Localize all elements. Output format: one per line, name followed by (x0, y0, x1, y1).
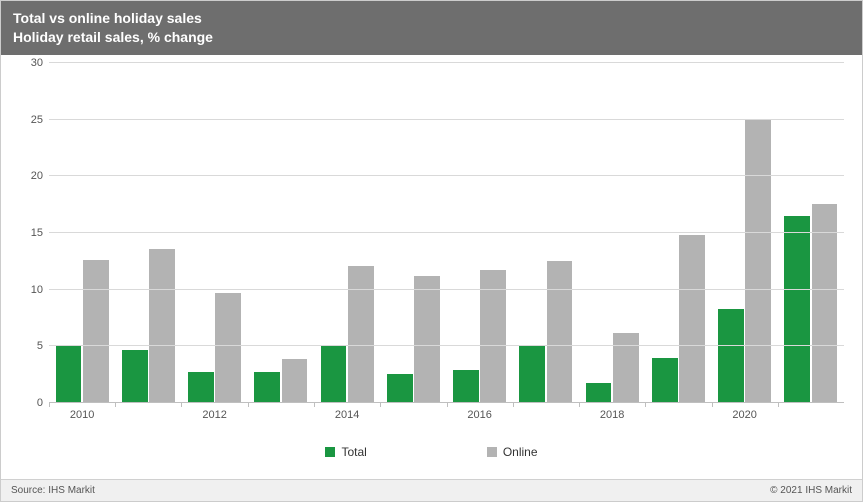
footer: Source: IHS Markit © 2021 IHS Markit (1, 479, 862, 501)
x-tick-label: 2016 (467, 409, 491, 421)
bar-online-2011 (149, 249, 175, 403)
legend-label: Online (503, 445, 538, 459)
x-tick-label: 2012 (202, 409, 226, 421)
bar-online-2018 (613, 333, 639, 403)
copyright-text: © 2021 IHS Markit (770, 485, 852, 496)
bar-total-2018 (586, 383, 612, 403)
legend-item-total: Total (325, 444, 366, 459)
x-tick-mark (579, 403, 580, 407)
bar-online-2012 (215, 293, 241, 403)
legend-swatch (487, 447, 497, 457)
bar-total-2019 (652, 358, 678, 403)
y-tick-label: 20 (31, 170, 43, 182)
gridline (49, 232, 844, 233)
source-text: Source: IHS Markit (11, 485, 95, 496)
x-tick-mark (645, 403, 646, 407)
x-tick-mark (115, 403, 116, 407)
legend-swatch (325, 447, 335, 457)
bar-online-2014 (348, 266, 374, 403)
bar-total-2017 (519, 345, 545, 403)
bar-total-2020 (718, 309, 744, 403)
chart-header: Total vs online holiday sales Holiday re… (1, 1, 862, 55)
bar-online-2016 (480, 270, 506, 403)
x-tick-label: 2010 (70, 409, 94, 421)
title-line-2: Holiday retail sales, % change (13, 28, 850, 47)
bar-total-2021 (784, 216, 810, 403)
y-tick-label: 5 (37, 340, 43, 352)
bar-total-2011 (122, 350, 148, 403)
y-tick-label: 0 (37, 397, 43, 409)
bar-online-2017 (547, 261, 573, 403)
title-line-1: Total vs online holiday sales (13, 9, 850, 28)
x-tick-mark (778, 403, 779, 407)
gridline (49, 289, 844, 290)
bar-online-2019 (679, 235, 705, 403)
bar-total-2015 (387, 374, 413, 403)
bar-total-2014 (321, 346, 347, 403)
legend-label: Total (341, 445, 366, 459)
gridline (49, 62, 844, 63)
x-tick-label: 2014 (335, 409, 359, 421)
x-tick-mark (513, 403, 514, 407)
legend-item-online: Online (487, 444, 538, 459)
bar-total-2012 (188, 372, 214, 403)
gridline (49, 119, 844, 120)
x-tick-mark (314, 403, 315, 407)
x-tick-mark (248, 403, 249, 407)
gridline (49, 175, 844, 176)
chart-area: 051015202530201020122014201620182020 Tot… (1, 53, 862, 463)
bar-total-2016 (453, 370, 479, 403)
bar-online-2021 (812, 204, 838, 403)
x-tick-label: 2018 (600, 409, 624, 421)
x-tick-label: 2020 (732, 409, 756, 421)
y-tick-label: 10 (31, 284, 43, 296)
x-tick-mark (380, 403, 381, 407)
y-tick-label: 25 (31, 114, 43, 126)
bar-total-2013 (254, 372, 280, 403)
chart-container: Total vs online holiday sales Holiday re… (0, 0, 863, 502)
bar-online-2015 (414, 276, 440, 403)
x-tick-mark (447, 403, 448, 407)
plot-area: 051015202530201020122014201620182020 (49, 63, 844, 403)
x-tick-mark (712, 403, 713, 407)
bar-online-2013 (282, 359, 308, 403)
bar-online-2020 (745, 120, 771, 403)
bar-online-2010 (83, 260, 109, 403)
x-tick-mark (49, 403, 50, 407)
y-tick-label: 30 (31, 57, 43, 69)
gridline (49, 345, 844, 346)
bar-total-2010 (56, 346, 82, 403)
bars-layer (49, 63, 844, 403)
y-tick-label: 15 (31, 227, 43, 239)
x-tick-mark (181, 403, 182, 407)
legend: Total Online (1, 444, 862, 459)
